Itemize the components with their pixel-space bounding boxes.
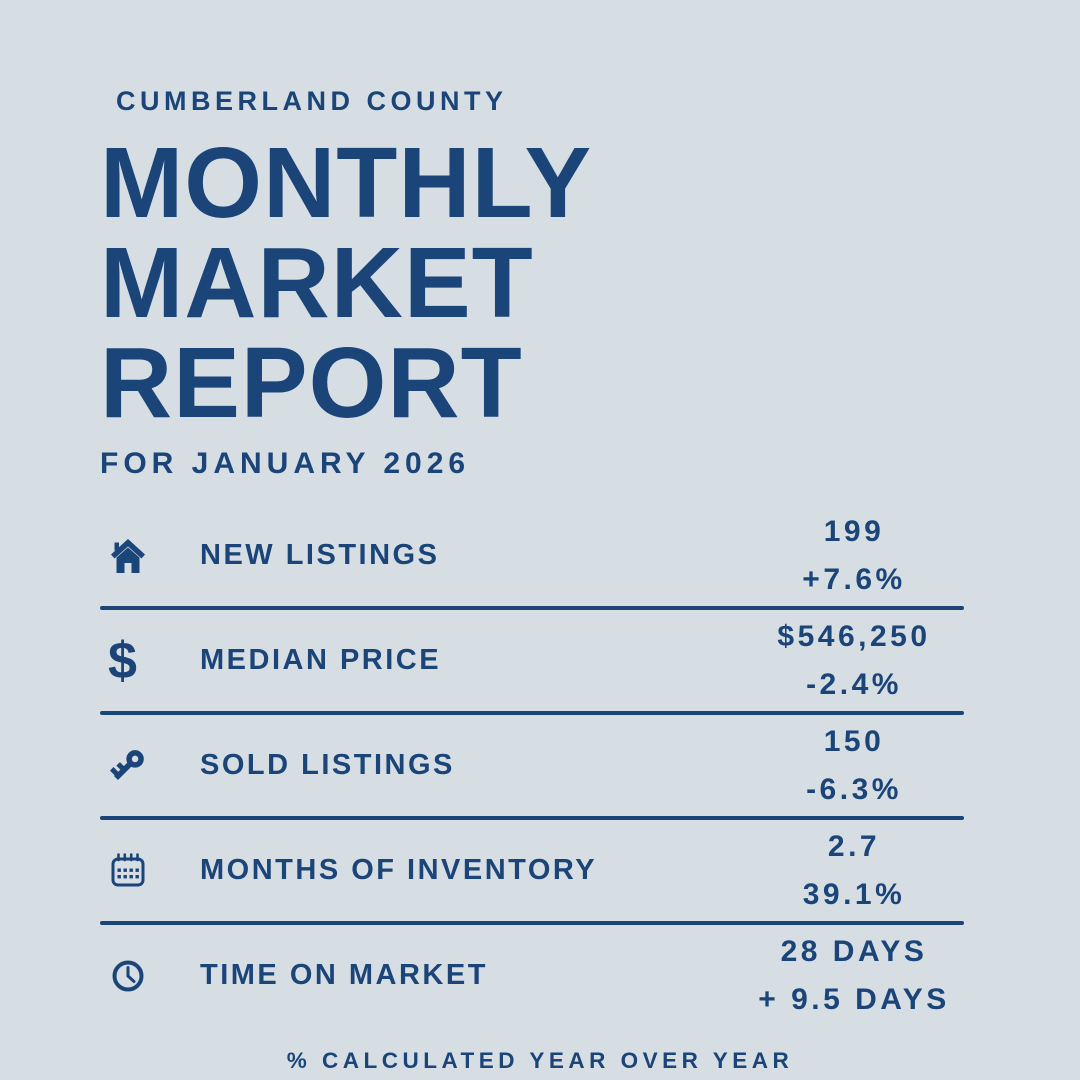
county-label: CUMBERLAND COUNTY bbox=[116, 86, 508, 116]
stat-value: 150 bbox=[823, 724, 885, 758]
stat-change: +7.6% bbox=[802, 562, 906, 596]
row-divider bbox=[100, 711, 964, 715]
row-divider bbox=[100, 921, 964, 925]
stat-value: 28 DAYS bbox=[780, 934, 928, 968]
report-header: CUMBERLAND COUNTY MONTHLY MARKET REPORT … bbox=[0, 0, 1080, 481]
clock-icon bbox=[100, 955, 148, 997]
stat-value-block: 28 DAYS + 9.5 DAYS bbox=[744, 928, 964, 1024]
row-divider bbox=[100, 606, 964, 610]
stat-row-median-price: $ MEDIAN PRICE $546,250 -2.4% bbox=[100, 610, 964, 711]
stat-change: -2.4% bbox=[806, 667, 902, 701]
stat-label: SOLD LISTINGS bbox=[200, 749, 455, 781]
stat-row-sold-listings: SOLD LISTINGS 150 -6.3% bbox=[100, 715, 964, 816]
stat-value-block: 150 -6.3% bbox=[744, 718, 964, 814]
stat-value-block: $546,250 -2.4% bbox=[744, 613, 964, 709]
stat-value-block: 199 +7.6% bbox=[744, 508, 964, 604]
stat-row-new-listings: NEW LISTINGS 199 +7.6% bbox=[100, 505, 964, 606]
calendar-icon bbox=[100, 850, 148, 892]
title-line-3: REPORT bbox=[100, 327, 523, 439]
stat-row-months-inventory: MONTHS OF INVENTORY 2.7 39.1% bbox=[100, 820, 964, 921]
stat-change: + 9.5 DAYS bbox=[758, 982, 950, 1016]
key-icon bbox=[100, 745, 148, 787]
stats-table: NEW LISTINGS 199 +7.6% $ MEDIAN PRICE $5… bbox=[100, 505, 964, 1026]
stat-row-time-on-market: TIME ON MARKET 28 DAYS + 9.5 DAYS bbox=[100, 925, 964, 1026]
dollar-icon: $ bbox=[108, 631, 137, 690]
home-icon bbox=[100, 535, 148, 577]
report-title: MONTHLY MARKET REPORT bbox=[100, 133, 1080, 433]
row-divider bbox=[100, 816, 964, 820]
title-line-1: MONTHLY bbox=[100, 127, 593, 239]
stat-label: TIME ON MARKET bbox=[200, 959, 488, 991]
stat-value: $546,250 bbox=[777, 619, 931, 653]
stat-label: MEDIAN PRICE bbox=[200, 644, 442, 676]
yoy-footnote: % CALCULATED YEAR OVER YEAR bbox=[286, 1048, 794, 1073]
stat-label: MONTHS OF INVENTORY bbox=[200, 854, 598, 886]
stat-change: 39.1% bbox=[802, 877, 906, 911]
stat-value: 199 bbox=[823, 514, 885, 548]
stat-value-block: 2.7 39.1% bbox=[744, 823, 964, 919]
stat-label: NEW LISTINGS bbox=[200, 539, 440, 571]
report-period: FOR JANUARY 2026 bbox=[100, 447, 471, 480]
stat-change: -6.3% bbox=[806, 772, 902, 806]
title-line-2: MARKET bbox=[100, 227, 534, 339]
stat-value: 2.7 bbox=[827, 829, 881, 863]
